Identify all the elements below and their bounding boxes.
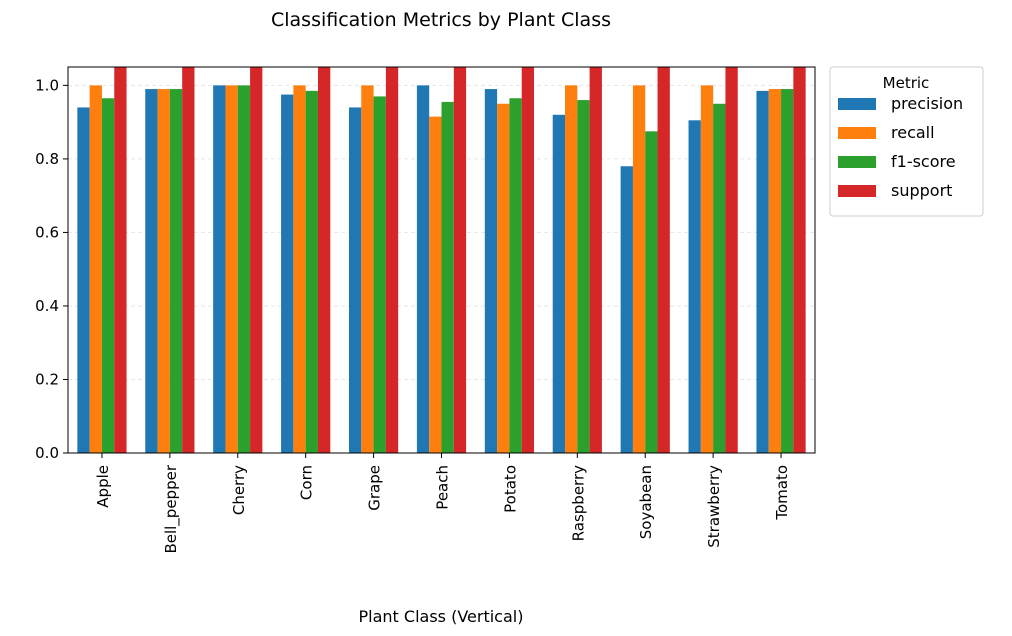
bar-recall-cherry (225, 85, 238, 453)
bar-support-soyabean (657, 67, 670, 453)
y-tick-label: 0.4 (35, 297, 59, 315)
bar-recall-tomato (768, 89, 782, 454)
bar-precision-bell_pepper (145, 89, 158, 454)
bar-support-potato (521, 67, 535, 453)
x-tick-label: Soyabean (637, 465, 655, 539)
legend-swatch-recall (838, 127, 876, 139)
y-tick-label: 0.0 (35, 444, 59, 462)
legend-label-precision: precision (891, 94, 963, 113)
bar-support-grape (385, 67, 399, 453)
legend-label-f1-score: f1-score (891, 152, 956, 171)
bar-support-raspberry (589, 67, 602, 453)
bar-f1-score-grape (373, 96, 386, 454)
bar-f1-score-cherry (237, 85, 251, 453)
bar-support-cherry (250, 67, 263, 453)
bar-precision-tomato (756, 90, 769, 454)
y-tick-label: 1.0 (35, 76, 59, 94)
bar-recall-apple (89, 85, 102, 453)
legend-label-support: support (891, 181, 952, 200)
bar-precision-grape (348, 107, 362, 453)
bar-precision-apple (77, 107, 90, 453)
bar-support-peach (453, 67, 467, 453)
legend-swatch-f1-score (838, 156, 876, 168)
bar-support-tomato (793, 67, 806, 453)
x-tick-label: Potato (501, 465, 519, 513)
x-tick-label: Grape (366, 465, 384, 511)
bar-f1-score-peach (441, 101, 454, 453)
y-ticks: 0.0 0.2 0.4 0.6 0.8 1.0 (35, 76, 68, 462)
bar-support-strawberry (725, 67, 738, 453)
bar-recall-soyabean (632, 85, 646, 453)
x-tick-label: Strawberry (705, 465, 723, 548)
y-tick-label: 0.8 (35, 150, 59, 168)
bar-f1-score-corn (305, 90, 318, 454)
chart-title: Classification Metrics by Plant Class (271, 9, 611, 31)
bar-f1-score-potato (509, 98, 522, 453)
legend-title: Metric (883, 74, 930, 92)
bar-f1-score-strawberry (713, 103, 726, 453)
bar-f1-score-bell_pepper (169, 89, 183, 454)
x-tick-label: Corn (298, 465, 316, 500)
bar-precision-peach (416, 85, 430, 453)
bar-precision-cherry (213, 85, 226, 453)
bar-precision-soyabean (620, 166, 633, 453)
x-tick-label: Raspberry (569, 465, 587, 541)
bar-support-apple (114, 67, 127, 453)
bars-layer (77, 67, 806, 454)
bar-support-bell_pepper (182, 67, 195, 453)
bar-precision-strawberry (688, 120, 701, 454)
bar-precision-raspberry (552, 114, 566, 454)
bar-f1-score-soyabean (645, 131, 658, 454)
legend-swatch-support (838, 185, 876, 197)
y-tick-label: 0.6 (35, 223, 59, 241)
legend-swatch-precision (838, 98, 876, 110)
bar-recall-grape (361, 85, 374, 453)
bar-recall-bell_pepper (157, 89, 170, 454)
bar-recall-raspberry (565, 85, 578, 453)
y-tick-label: 0.2 (35, 370, 59, 388)
bar-recall-corn (293, 85, 306, 453)
x-ticks: Apple Bell_pepper Cherry Corn Grape Peach Pota… (94, 453, 791, 554)
bar-precision-potato (484, 89, 498, 454)
bar-f1-score-apple (101, 98, 115, 453)
x-axis-label: Plant Class (Vertical) (359, 607, 524, 626)
x-tick-label: Peach (434, 465, 452, 510)
bar-f1-score-raspberry (577, 100, 590, 453)
x-tick-label: Bell_pepper (162, 464, 181, 553)
x-tick-label: Cherry (230, 465, 248, 515)
legend-items: precision recall f1-score support (838, 94, 963, 200)
bar-precision-corn (281, 94, 294, 454)
x-tick-label: Apple (94, 465, 112, 508)
bar-recall-potato (497, 103, 510, 453)
bar-f1-score-tomato (781, 89, 794, 454)
x-tick-label: Tomato (773, 465, 791, 521)
legend-label-recall: recall (891, 123, 935, 142)
bar-support-corn (317, 67, 331, 453)
bar-recall-peach (429, 116, 442, 453)
bar-recall-strawberry (700, 85, 714, 453)
legend: Metric precision recall f1-score support (829, 66, 984, 217)
